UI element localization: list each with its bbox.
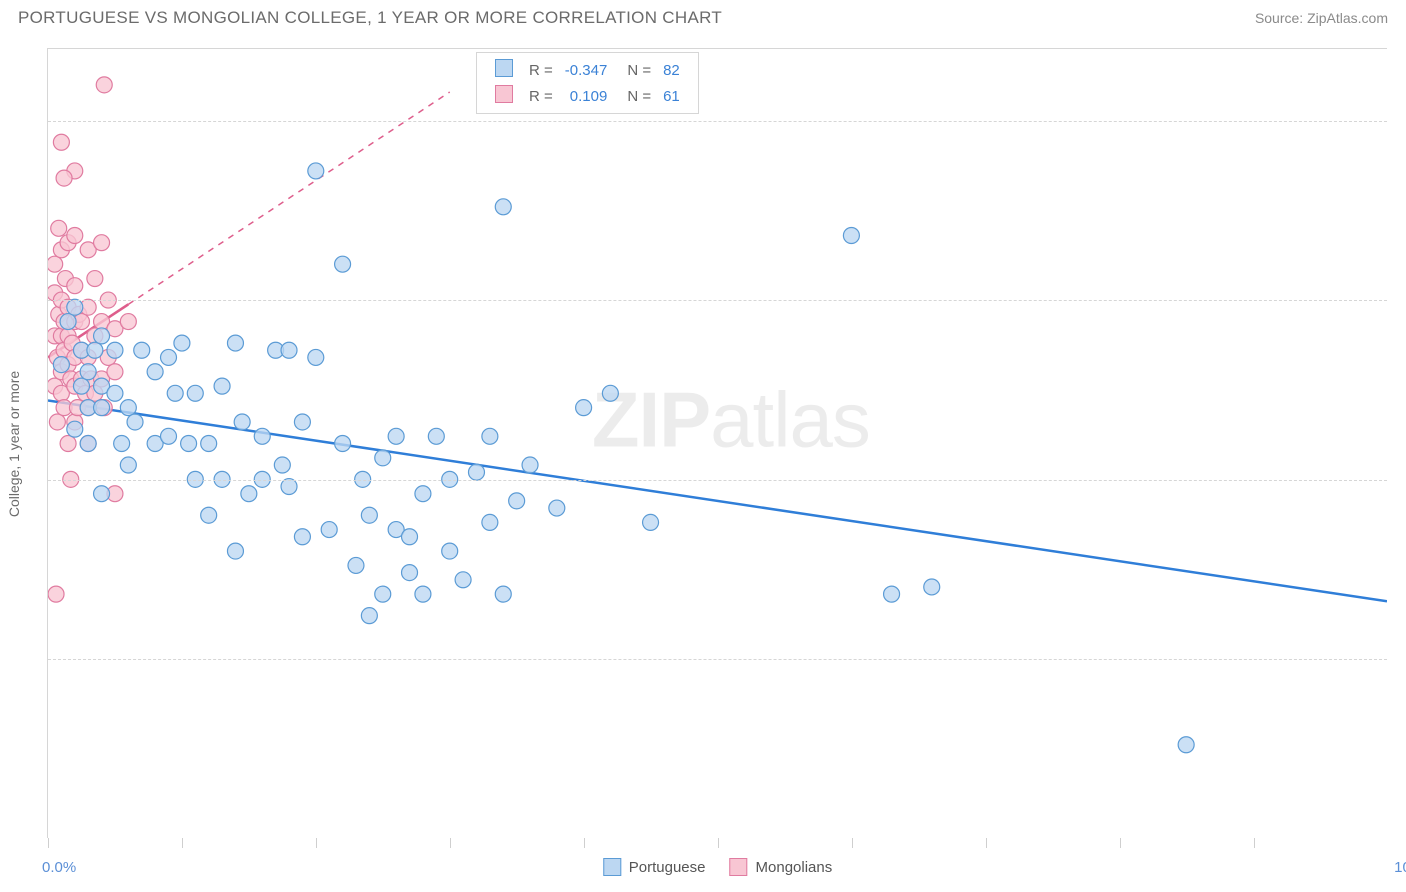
swatch-portuguese	[603, 858, 621, 876]
corr-N-label: N =	[613, 57, 657, 83]
gridline	[48, 121, 1387, 122]
correlation-box: R = -0.347 N = 82 R = 0.109 N = 61	[476, 52, 699, 114]
x-axis-min-label: 0.0%	[42, 859, 76, 876]
x-axis-max-label: 100.0%	[1394, 859, 1406, 876]
y-tick-label: 75.0%	[1397, 292, 1406, 309]
chart-title: PORTUGUESE VS MONGOLIAN COLLEGE, 1 YEAR …	[18, 8, 722, 28]
swatch-mongolians-small	[495, 85, 513, 103]
corr-row-portuguese: R = -0.347 N = 82	[489, 57, 686, 83]
gridline	[48, 300, 1387, 301]
y-tick-label: 25.0%	[1397, 651, 1406, 668]
x-tick	[584, 838, 585, 848]
x-tick	[182, 838, 183, 848]
scatter-plot	[48, 49, 1387, 838]
corr-N-mongolians: 61	[657, 83, 686, 109]
x-tick	[1254, 838, 1255, 848]
y-tick-label: 50.0%	[1397, 471, 1406, 488]
x-tick	[316, 838, 317, 848]
series-legend: Portuguese Mongolians	[603, 858, 832, 876]
x-tick	[986, 838, 987, 848]
x-tick	[852, 838, 853, 848]
legend-label-mongolians: Mongolians	[756, 859, 833, 876]
x-tick	[718, 838, 719, 848]
corr-R-mongolians: 0.109	[559, 83, 614, 109]
corr-N-label: N =	[613, 83, 657, 109]
source-label: Source: ZipAtlas.com	[1255, 10, 1388, 26]
corr-N-portuguese: 82	[657, 57, 686, 83]
chart-area: College, 1 year or more ZIPatlas 25.0%50…	[47, 48, 1387, 838]
gridline	[48, 480, 1387, 481]
y-axis-label: College, 1 year or more	[6, 370, 22, 516]
x-tick	[450, 838, 451, 848]
legend-label-portuguese: Portuguese	[629, 859, 706, 876]
x-tick	[1120, 838, 1121, 848]
y-tick-label: 100.0%	[1397, 112, 1406, 129]
corr-row-mongolians: R = 0.109 N = 61	[489, 83, 686, 109]
swatch-mongolians	[730, 858, 748, 876]
corr-R-label: R =	[523, 83, 559, 109]
corr-R-portuguese: -0.347	[559, 57, 614, 83]
corr-R-label: R =	[523, 57, 559, 83]
x-tick	[48, 838, 49, 848]
gridline	[48, 659, 1387, 660]
legend-item-portuguese: Portuguese	[603, 858, 706, 876]
swatch-portuguese-small	[495, 59, 513, 77]
legend-item-mongolians: Mongolians	[730, 858, 833, 876]
